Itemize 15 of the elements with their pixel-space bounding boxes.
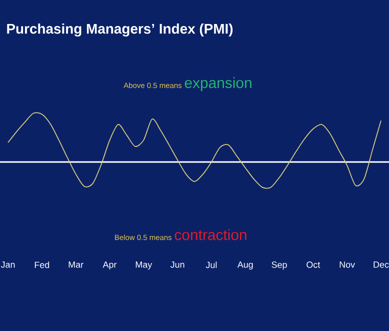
x-tick-label: Dec [374,262,389,268]
x-tick-label: Apr [102,262,117,270]
x-tick-label: Aug [237,262,253,270]
x-tick-label: Jan [0,262,15,268]
x-tick-label: May [136,262,152,270]
x-tick-label: Mar [68,262,84,268]
x-tick-label: Jul [206,262,217,268]
x-tick-label: Nov [340,262,356,268]
chart-title: Purchasing Managers’ Index (PMI) [7,23,233,37]
x-tick-label: Fed [34,262,50,268]
x-tick-label: Jun [170,262,184,268]
text: contraction [174,229,246,240]
text: expansion [184,77,252,92]
x-tick-label: Sep [272,262,287,270]
x-tick-label: Oct [306,262,320,268]
